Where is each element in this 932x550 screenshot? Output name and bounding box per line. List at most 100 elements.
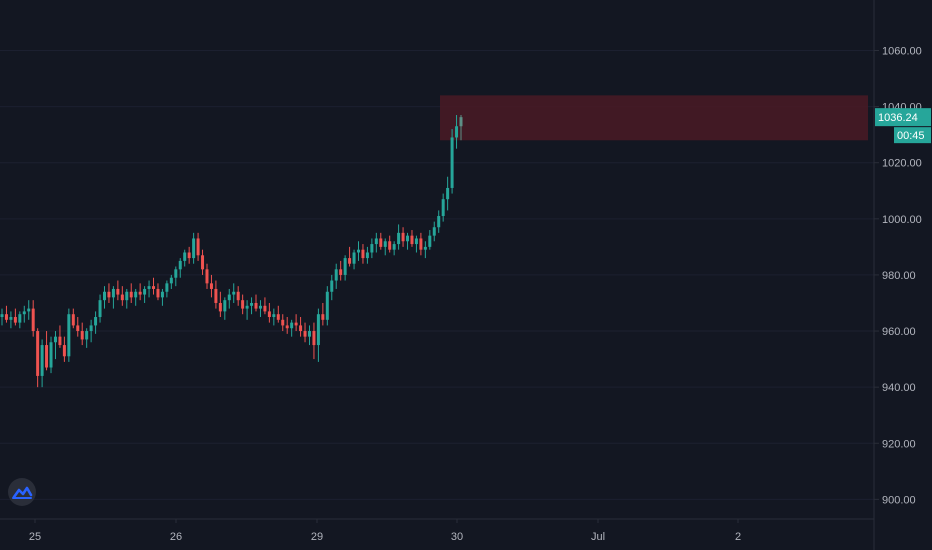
candle-body (267, 311, 271, 318)
candle-body (348, 258, 352, 264)
candle (432, 221, 436, 242)
candle-body (209, 283, 213, 289)
candle (455, 115, 459, 149)
candle-body (152, 286, 156, 289)
candle (169, 274, 173, 289)
candle (129, 283, 133, 303)
candle-body (383, 241, 387, 247)
candle (423, 241, 427, 259)
candle (241, 294, 245, 315)
candle-body (111, 288, 115, 298)
candle (107, 283, 111, 303)
candle-body (205, 269, 209, 284)
candle (58, 325, 62, 348)
candle-body (441, 199, 445, 217)
candle (312, 322, 316, 360)
countdown-badge (894, 127, 931, 144)
candle-body (22, 311, 26, 315)
candle-body (361, 249, 365, 259)
candle (383, 238, 387, 256)
candle (357, 241, 361, 261)
candle-body (370, 244, 374, 253)
candle (370, 238, 374, 259)
candle-body (241, 300, 245, 309)
candle (71, 308, 75, 329)
time-axis[interactable]: 25 26 29 30 Jul 2 (29, 519, 741, 543)
price-axis[interactable]: 1060.001040.001020.001000.00980.00960.00… (874, 45, 922, 506)
candle-body (147, 286, 151, 289)
candle-body (13, 317, 17, 323)
candle-body (40, 345, 44, 376)
candle-body (414, 238, 418, 245)
candle-body (437, 216, 441, 228)
candle-body (129, 291, 133, 298)
candle-body (388, 241, 392, 250)
candle-body (250, 302, 254, 306)
candle (40, 339, 44, 388)
candle (138, 283, 142, 301)
candle (446, 176, 450, 211)
candle-body (125, 291, 129, 301)
candle-body (236, 291, 240, 301)
resistance-zone[interactable] (440, 95, 868, 141)
candle (267, 302, 271, 323)
candle-body (245, 305, 249, 309)
countdown-label: 00:45 (897, 130, 925, 142)
candle-body (67, 314, 71, 357)
candle (388, 235, 392, 253)
candle (392, 241, 396, 256)
y-tick-label: 960.00 (882, 326, 916, 338)
candle (285, 317, 289, 334)
candle (45, 331, 49, 371)
candle-body (178, 260, 182, 270)
candle (178, 258, 182, 278)
candle (245, 300, 249, 320)
zone-layer (440, 95, 868, 141)
candle (401, 227, 405, 247)
candle (290, 319, 294, 337)
candle-body (4, 314, 8, 320)
candle (165, 280, 169, 298)
candle-body (459, 117, 463, 127)
candle-body (53, 336, 57, 343)
candle-body (116, 288, 120, 295)
candle-body (58, 336, 62, 346)
candle-body (89, 325, 93, 332)
candle (379, 232, 383, 250)
candle (147, 280, 151, 298)
candle-body (303, 331, 307, 337)
candle (94, 311, 98, 334)
candle (36, 328, 40, 388)
candle-body (374, 238, 378, 245)
candle (227, 288, 231, 309)
candles-layer (0, 115, 463, 388)
candle-body (290, 322, 294, 329)
candle (321, 302, 325, 326)
candle (209, 274, 213, 298)
candle (258, 300, 262, 318)
candle-body (312, 331, 316, 346)
candle-body (49, 342, 53, 368)
candle (120, 286, 124, 306)
candle-body (76, 325, 80, 332)
x-tick-label: 25 (29, 531, 41, 543)
candle (307, 325, 311, 346)
candle (143, 286, 147, 303)
candle-body (223, 300, 227, 312)
candle-body (379, 238, 383, 247)
candle (85, 328, 89, 348)
candle-body (183, 252, 187, 261)
candle-body (455, 126, 459, 138)
candle (196, 232, 200, 261)
candle-body (218, 302, 222, 312)
candle (437, 210, 441, 233)
candle (343, 255, 347, 281)
candle-body (143, 288, 147, 295)
candle-body (294, 322, 298, 326)
candle-body (263, 305, 267, 312)
tradingview-logo-icon[interactable] (8, 478, 36, 506)
y-tick-label: 1020.00 (882, 158, 922, 170)
last-price-label: 1036.24 (878, 112, 918, 124)
candle (53, 331, 57, 360)
